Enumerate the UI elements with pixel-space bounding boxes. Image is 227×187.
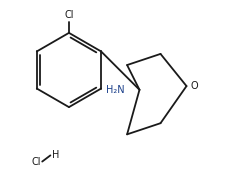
Text: Cl: Cl xyxy=(32,157,41,167)
Text: H₂N: H₂N xyxy=(106,85,125,95)
Text: Cl: Cl xyxy=(64,10,74,20)
Text: O: O xyxy=(190,81,198,91)
Text: H: H xyxy=(52,150,59,160)
